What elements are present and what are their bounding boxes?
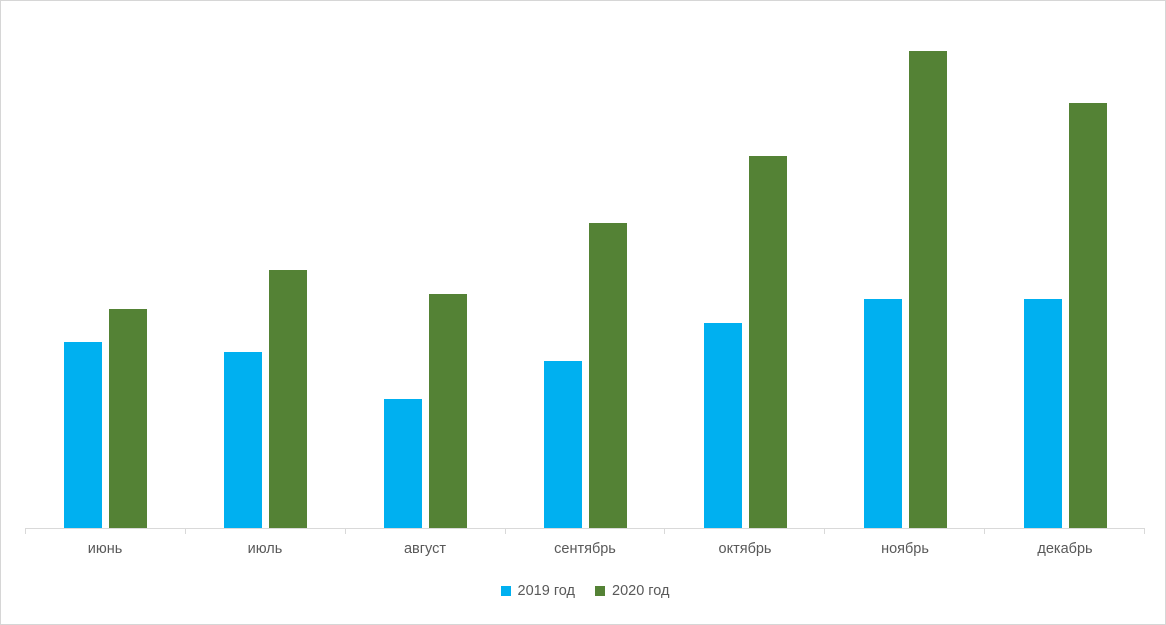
axis-tick [184, 529, 345, 534]
axis-tick [344, 529, 505, 534]
x-axis-labels: июнь июль август сентябрь октябрь ноябрь декаб… [25, 534, 1145, 557]
bar-2019-год [863, 299, 902, 528]
bar-pair [543, 51, 627, 528]
axis-tick [25, 529, 185, 534]
bar-pair [1023, 51, 1107, 528]
bar-2020-год [108, 308, 147, 528]
legend-item-2020: 2020 год [595, 583, 669, 599]
category-label: сентябрь [554, 541, 616, 557]
category-group [665, 51, 825, 528]
legend-swatch-2019-icon [500, 586, 511, 596]
category-group [185, 51, 345, 528]
bar-2020-год [268, 270, 307, 528]
category-group [825, 51, 985, 528]
bar-2019-год [703, 322, 742, 528]
legend-label-2020: 2020 год [612, 583, 670, 599]
legend-swatch-2020-icon [595, 586, 605, 596]
axis-tick [824, 529, 984, 534]
bar-2019-год [63, 341, 102, 528]
category-group [25, 51, 185, 528]
bar-pair [703, 51, 787, 528]
axis-tick [664, 529, 824, 534]
bar-2019-год [383, 399, 422, 528]
bar-2020-год [908, 51, 947, 528]
bar-pair [383, 51, 467, 528]
bar-2020-год [1068, 103, 1107, 528]
bar-chart: июнь июль август сентябрь октябрь ноябрь декаб… [25, 1, 1146, 624]
category-label: июнь [87, 541, 123, 557]
category-label: ноябрь [881, 541, 929, 557]
category-label: октябрь [718, 541, 772, 557]
plot-area [25, 51, 1145, 528]
bar-pair [63, 51, 147, 528]
bar-2019-год [223, 351, 262, 528]
bar-2020-год [588, 222, 627, 528]
category-group [505, 51, 665, 528]
legend-label-2019: 2019 год [517, 583, 575, 599]
category-label: июль [247, 541, 283, 557]
category-group [985, 51, 1145, 528]
axis-tick [984, 529, 1146, 534]
legend-item-2019: 2019 год [500, 583, 575, 599]
legend: 2019 год 2020 год [25, 583, 1145, 599]
bar-2019-год [1023, 299, 1062, 528]
bar-pair [223, 51, 307, 528]
axis-tick [504, 529, 665, 534]
category-label: август [403, 541, 447, 557]
category-label: декабрь [1037, 541, 1093, 557]
bar-2020-год [748, 155, 787, 528]
x-axis-line [25, 528, 1146, 534]
category-group [345, 51, 505, 528]
bar-2020-год [428, 294, 467, 528]
bar-2019-год [543, 361, 582, 528]
bar-pair [863, 51, 947, 528]
